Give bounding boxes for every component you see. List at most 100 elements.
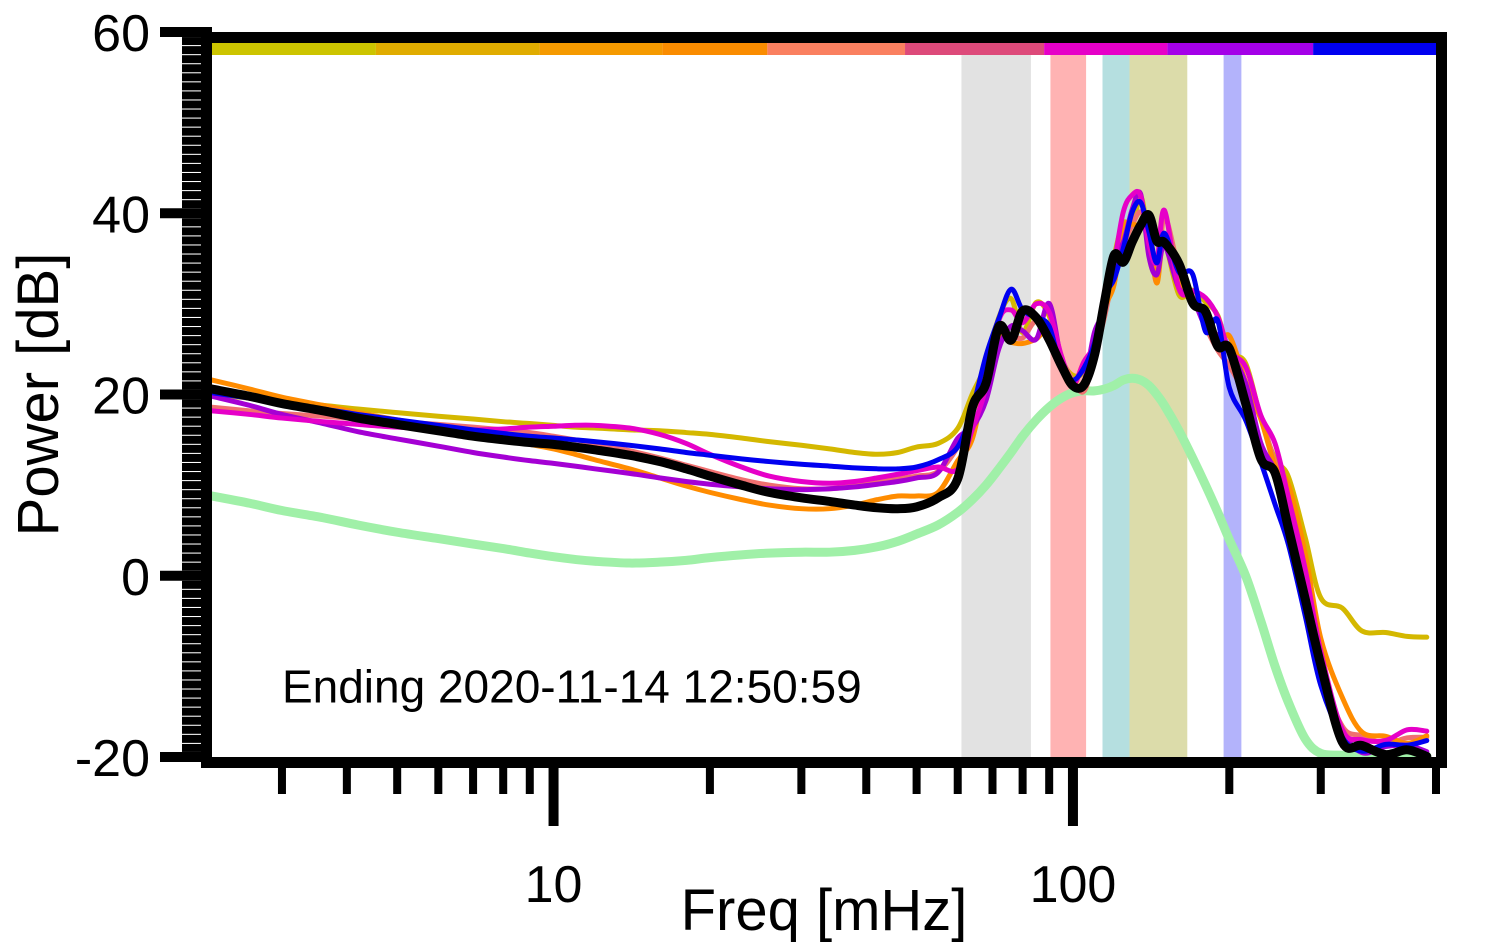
y-minor-tick (182, 263, 212, 272)
y-minor-tick (182, 299, 212, 308)
y-minor-tick (182, 671, 212, 680)
x-axis-spine (201, 757, 1447, 768)
x-minor-tick (1316, 768, 1325, 794)
y-minor-tick (182, 64, 212, 73)
y-minor-tick (182, 598, 212, 607)
y-minor-tick (182, 290, 212, 299)
y-tick-label: 20 (92, 368, 150, 426)
x-minor-tick (988, 768, 997, 794)
y-minor-tick (182, 163, 212, 172)
y-minor-tick (182, 336, 212, 345)
y-minor-tick (182, 743, 212, 752)
y-minor-tick (182, 707, 212, 716)
band-khaki (1129, 54, 1188, 757)
y-minor-tick (182, 508, 212, 517)
plot-right-border (1436, 32, 1447, 768)
x-minor-tick (434, 768, 443, 794)
y-minor-tick (182, 182, 212, 191)
y-minor-tick (182, 725, 212, 734)
y-minor-tick (182, 426, 212, 435)
x-major-tick (1067, 768, 1078, 826)
x-minor-tick (277, 768, 286, 794)
y-minor-tick (182, 381, 212, 390)
y-tick-label: 60 (92, 5, 150, 63)
y-minor-tick (182, 589, 212, 598)
y-major-tick (160, 752, 212, 762)
x-minor-tick (499, 768, 508, 794)
x-minor-tick (1432, 768, 1440, 794)
y-minor-tick (182, 463, 212, 471)
y-major-tick (160, 570, 212, 581)
y-minor-tick (182, 535, 212, 544)
y-minor-tick (182, 608, 212, 616)
x-major-tick (548, 768, 559, 826)
y-minor-tick (182, 698, 212, 707)
y-minor-tick (182, 689, 212, 698)
series-mean (212, 210, 1432, 757)
y-minor-tick (182, 444, 212, 453)
y-major-tick (160, 27, 212, 37)
y-minor-tick (182, 644, 212, 653)
x-minor-tick (1381, 768, 1390, 794)
band-periwinkle (1223, 54, 1242, 757)
x-tick-label: 100 (1030, 856, 1117, 914)
x-minor-tick (1018, 768, 1027, 794)
y-minor-tick (182, 354, 212, 363)
y-minor-tick (182, 154, 212, 163)
y-minor-tick (182, 200, 212, 209)
y-major-tick (160, 389, 212, 400)
y-minor-tick (182, 345, 212, 354)
y-minor-tick (182, 490, 212, 499)
y-minor-tick (182, 308, 212, 317)
y-minor-tick (182, 91, 212, 100)
plot-top-border (201, 32, 1447, 43)
x-minor-tick (469, 768, 478, 794)
y-minor-tick (182, 680, 212, 689)
x-minor-tick (393, 768, 402, 794)
y-minor-tick (182, 553, 212, 562)
band-cyan (1102, 54, 1130, 757)
x-minor-tick (705, 768, 714, 794)
y-minor-tick (182, 145, 212, 154)
y-minor-tick (182, 716, 212, 725)
y-tick-label: 0 (121, 549, 150, 607)
y-minor-tick (182, 526, 212, 535)
y-minor-tick (182, 562, 212, 571)
y-tick-label: -20 (75, 730, 150, 788)
y-minor-tick (182, 372, 212, 381)
series-trace-lightgreen (212, 373, 1432, 757)
y-major-tick (160, 208, 212, 219)
y-minor-tick (182, 281, 212, 290)
y-minor-tick (182, 435, 212, 444)
x-minor-tick (797, 768, 806, 794)
x-axis-title: Freq [mHz] (681, 878, 968, 943)
y-minor-tick (182, 236, 212, 245)
y-minor-tick (182, 100, 212, 109)
y-minor-tick (182, 499, 212, 508)
y-minor-tick (182, 617, 212, 626)
y-minor-tick (182, 272, 212, 281)
y-minor-tick (182, 399, 212, 408)
y-minor-tick (182, 254, 212, 263)
y-minor-tick (182, 327, 212, 336)
y-minor-tick (182, 544, 212, 553)
y-minor-tick (182, 517, 212, 526)
y-minor-tick (182, 55, 212, 64)
y-minor-tick (182, 245, 212, 254)
y-minor-tick (182, 653, 212, 662)
x-minor-tick (862, 768, 871, 794)
y-minor-tick (182, 46, 212, 55)
y-minor-tick (182, 481, 212, 490)
y-minor-tick (182, 662, 212, 671)
x-minor-tick (1045, 768, 1054, 794)
y-minor-tick (182, 73, 212, 82)
y-minor-tick (182, 626, 212, 635)
y-minor-tick (182, 408, 212, 417)
y-minor-tick (182, 227, 212, 236)
y-minor-tick (182, 218, 212, 227)
y-minor-tick (182, 318, 212, 326)
y-minor-tick (182, 82, 212, 91)
x-tick-label: 10 (525, 856, 583, 914)
